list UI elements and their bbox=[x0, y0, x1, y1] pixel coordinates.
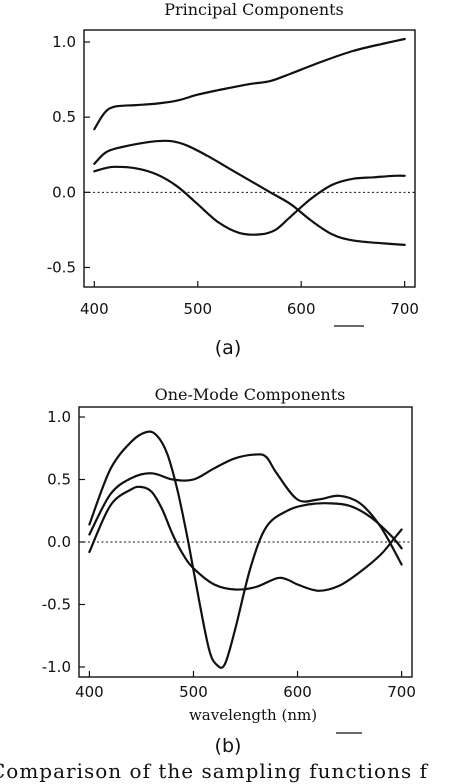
chart-b-xtick-label: 500 bbox=[179, 683, 208, 701]
chart-b-ytick-label: 1.0 bbox=[47, 408, 71, 426]
chart-b-ytick-label: -1.0 bbox=[42, 658, 71, 676]
chart-b-title: One-Mode Components bbox=[155, 385, 346, 404]
chart-a-ytick-label: 1.0 bbox=[52, 33, 76, 51]
chart-b-yticks: 1.0 0.5 0.0 -0.5 -1.0 bbox=[42, 408, 85, 676]
chart-one-mode-components: One-Mode Components 1.0 0.5 0.0 -0.5 -1.0 40… bbox=[42, 385, 416, 757]
chart-b-series bbox=[88, 430, 403, 669]
chart-b-panel-label: (b) bbox=[215, 735, 242, 757]
chart-a-plot-frame bbox=[83, 29, 416, 288]
chart-a-series bbox=[93, 37, 406, 246]
chart-b-series-line-2 bbox=[88, 453, 403, 566]
chart-b-xtick-label: 700 bbox=[387, 683, 416, 701]
chart-a-ytick-label: 0.0 bbox=[52, 183, 76, 201]
chart-a-xtick-label: 700 bbox=[390, 300, 419, 318]
chart-a-series-line-3 bbox=[93, 165, 406, 236]
chart-b-x-axis-label: wavelength (nm) bbox=[189, 706, 317, 724]
chart-a-xtick-label: 500 bbox=[183, 300, 212, 318]
chart-a-title: Principal Components bbox=[164, 0, 344, 19]
chart-a-ytick-label: -0.5 bbox=[47, 258, 76, 276]
chart-a-xticks: 400 500 600 700 bbox=[80, 281, 419, 318]
chart-a-ytick-label: 0.5 bbox=[52, 108, 76, 126]
chart-a-panel-label: (a) bbox=[215, 337, 241, 359]
chart-b-ytick-label: 0.5 bbox=[47, 471, 71, 489]
chart-b-series-line-1 bbox=[88, 430, 403, 669]
chart-b-xtick-label: 600 bbox=[283, 683, 312, 701]
chart-a-xtick-label: 400 bbox=[80, 300, 109, 318]
chart-a-yticks: 1.0 0.5 0.0 -0.5 bbox=[47, 33, 90, 276]
chart-b-ytick-label: 0.0 bbox=[47, 533, 71, 551]
chart-b-ytick-label: -0.5 bbox=[42, 596, 71, 614]
chart-a-series-line-2 bbox=[93, 139, 406, 246]
chart-b-xticks: 400 500 600 700 bbox=[75, 671, 416, 701]
chart-a-series-line-1 bbox=[93, 37, 406, 131]
figure-caption: Comparison of the sampling functions f bbox=[0, 759, 429, 783]
chart-b-xtick-label: 400 bbox=[75, 683, 104, 701]
chart-principal-components: Principal Components 1.0 0.5 0.0 -0.5 400 50… bbox=[47, 0, 419, 359]
chart-b-series-line-3 bbox=[88, 485, 403, 592]
chart-a-xtick-label: 600 bbox=[287, 300, 316, 318]
